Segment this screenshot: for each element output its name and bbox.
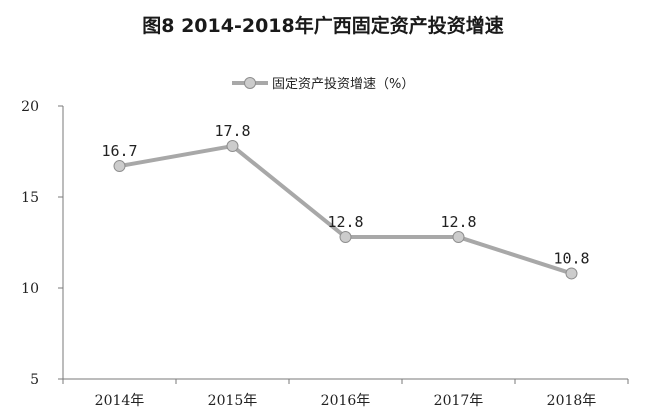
chart-title: 图8 2014-2018年广西固定资产投资增速 bbox=[142, 14, 503, 37]
data-point bbox=[226, 140, 239, 153]
y-tick-label: 5 bbox=[30, 372, 39, 388]
x-tick-label: 2014年 bbox=[95, 393, 145, 409]
series-line bbox=[119, 144, 573, 276]
x-tick-label: 2015年 bbox=[208, 393, 258, 409]
data-point bbox=[565, 267, 578, 280]
data-point bbox=[339, 231, 352, 244]
legend-label: 固定资产投资增速（%） bbox=[272, 76, 414, 92]
legend: 固定资产投资增速（%） bbox=[232, 76, 414, 92]
data-label: 12.8 bbox=[440, 213, 476, 231]
y-tick-label: 20 bbox=[21, 99, 39, 115]
y-tick-label: 15 bbox=[21, 190, 39, 206]
x-tick-label: 2017年 bbox=[434, 393, 484, 409]
y-axis: 5 10 15 20 bbox=[21, 99, 64, 388]
data-label: 10.8 bbox=[553, 249, 589, 267]
x-axis: 2014年 2015年 2016年 2017年 2018年 bbox=[62, 378, 629, 409]
data-point bbox=[113, 160, 126, 173]
series-layer: 16.7 17.8 12.8 12.8 10.8 bbox=[101, 122, 590, 280]
legend-marker-icon bbox=[244, 77, 256, 89]
data-label: 17.8 bbox=[214, 122, 250, 140]
data-point bbox=[452, 231, 465, 244]
data-label: 16.7 bbox=[101, 142, 137, 160]
data-label: 12.8 bbox=[327, 213, 363, 231]
x-tick-label: 2016年 bbox=[321, 393, 371, 409]
y-tick-label: 10 bbox=[21, 281, 39, 297]
x-tick-label: 2018年 bbox=[547, 393, 597, 409]
